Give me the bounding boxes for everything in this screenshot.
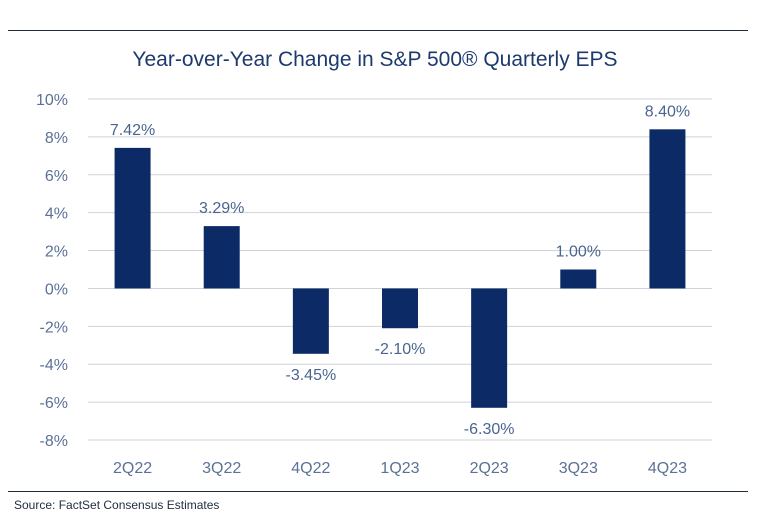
bar-4q22 (292, 288, 329, 354)
bar-2q23 (471, 288, 508, 408)
bar-4q23 (649, 129, 686, 289)
bar-2q22 (114, 147, 151, 289)
source-note: Source: FactSet Consensus Estimates (14, 498, 220, 512)
y-tick-label: 2% (45, 244, 68, 261)
data-label: 7.42% (110, 122, 155, 139)
y-tick-label: -2% (40, 319, 68, 336)
x-tick-label: 3Q23 (559, 460, 598, 477)
bars (114, 129, 686, 408)
y-tick-label: 10% (36, 92, 68, 109)
y-axis: 10% 8% 6% 4% 2% 0% -2% -4% -6% -8% (36, 92, 68, 450)
bar-3q23 (560, 269, 597, 289)
bar-3q22 (203, 226, 240, 289)
x-tick-label: 4Q22 (291, 460, 330, 477)
x-axis: 2Q22 3Q22 4Q22 1Q23 2Q23 3Q23 4Q23 (113, 460, 687, 477)
x-tick-label: 4Q23 (648, 460, 687, 477)
data-labels: 7.42% 3.29% -3.45% -2.10% -6.30% 1.00% 8.40% (110, 103, 690, 437)
eps-bar-chart: Year-over-Year Change in S&P 500® Quarte… (36, 48, 712, 477)
y-tick-label: 8% (45, 130, 68, 147)
data-label: -2.10% (375, 341, 426, 358)
y-tick-label: -8% (40, 433, 68, 450)
bottom-rule (8, 491, 748, 492)
chart-title: Year-over-Year Change in S&P 500® Quarte… (132, 48, 617, 71)
x-tick-label: 2Q23 (470, 460, 509, 477)
x-tick-label: 2Q22 (113, 460, 152, 477)
data-label: 8.40% (645, 103, 690, 120)
data-label: 1.00% (556, 244, 601, 261)
x-tick-label: 1Q23 (380, 460, 419, 477)
y-tick-label: 6% (45, 168, 68, 185)
data-label: -6.30% (464, 421, 515, 438)
y-tick-label: -6% (40, 395, 68, 412)
bar-1q23 (382, 288, 418, 329)
y-tick-label: -4% (40, 357, 68, 374)
y-tick-label: 4% (45, 206, 68, 223)
data-label: -3.45% (286, 367, 337, 384)
top-rule (8, 30, 748, 31)
x-tick-label: 3Q22 (202, 460, 241, 477)
y-tick-label: 0% (45, 281, 68, 298)
data-label: 3.29% (199, 200, 244, 217)
gridlines (88, 98, 712, 441)
